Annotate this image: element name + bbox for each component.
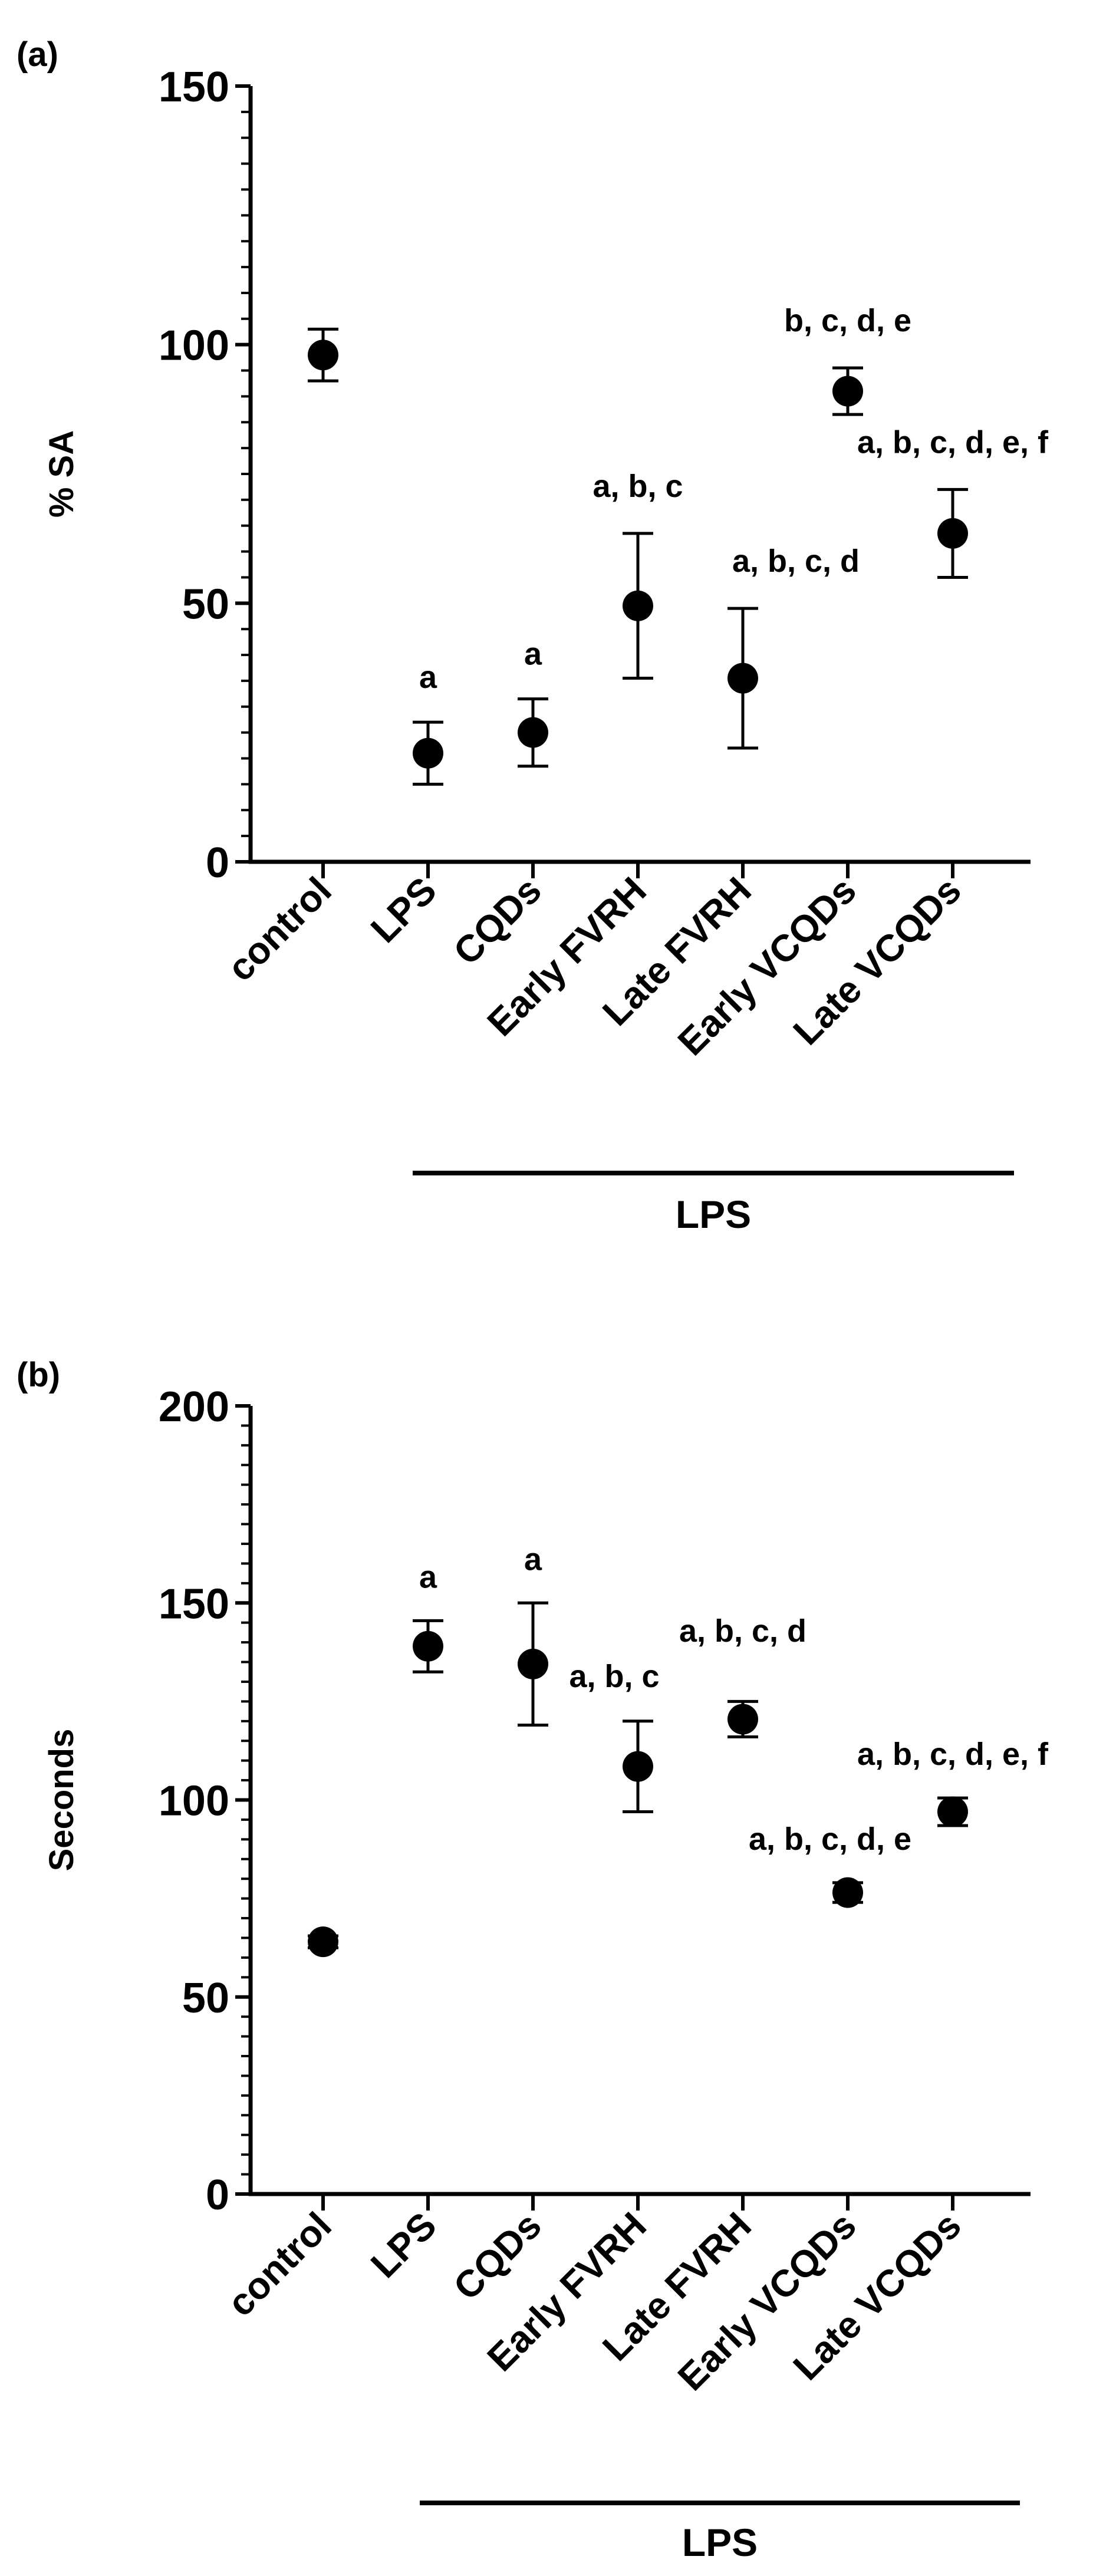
data-point bbox=[518, 717, 548, 748]
panel-label: (a) bbox=[17, 35, 58, 74]
data-point bbox=[623, 1751, 653, 1782]
data-point-group bbox=[413, 1619, 443, 1674]
data-point-group bbox=[832, 1877, 863, 1908]
data-point-group bbox=[832, 366, 863, 416]
x-category-label: control bbox=[219, 2204, 340, 2324]
x-category-label: Early VCQDs bbox=[670, 2204, 864, 2399]
y-axis-title: Seconds bbox=[42, 1729, 81, 1872]
significance-label: a, b, c, d, e bbox=[749, 1821, 911, 1857]
data-point bbox=[727, 1704, 758, 1735]
data-point bbox=[308, 340, 338, 371]
y-tick-label: 100 bbox=[159, 322, 229, 370]
data-point-group bbox=[623, 532, 653, 680]
x-category-label: LPS bbox=[363, 2204, 445, 2286]
y-tick-label: 150 bbox=[159, 1580, 229, 1628]
x-category-label: control bbox=[219, 869, 340, 989]
significance-label: a, b, c bbox=[569, 1659, 659, 1694]
y-tick-label: 100 bbox=[159, 1778, 229, 1825]
data-point bbox=[727, 663, 758, 694]
y-tick-label: 150 bbox=[159, 64, 229, 111]
data-point-group bbox=[413, 720, 443, 786]
data-point bbox=[832, 375, 863, 407]
significance-label: a, b, c, d bbox=[679, 1613, 806, 1649]
data-point-group bbox=[518, 1601, 548, 1727]
data-point bbox=[308, 1926, 338, 1958]
data-point bbox=[832, 1877, 863, 1908]
panel-label: (b) bbox=[17, 1356, 60, 1394]
data-point bbox=[623, 590, 653, 621]
group-label: LPS bbox=[676, 1193, 751, 1236]
data-point-group bbox=[727, 607, 758, 750]
data-point bbox=[413, 1630, 443, 1662]
data-point-group bbox=[623, 1719, 653, 1814]
data-point-group bbox=[308, 327, 338, 383]
data-point bbox=[413, 737, 443, 769]
y-tick-label: 0 bbox=[206, 2172, 229, 2219]
significance-label: a bbox=[524, 1541, 542, 1577]
data-point-group bbox=[518, 697, 548, 768]
significance-label: a, b, c, d bbox=[732, 543, 860, 579]
significance-label: a bbox=[419, 1559, 437, 1595]
y-tick-label: 50 bbox=[182, 1975, 229, 2022]
data-point-group bbox=[937, 487, 968, 579]
y-axis-title: % SA bbox=[42, 430, 81, 518]
data-point bbox=[937, 1796, 968, 1827]
group-label: LPS bbox=[682, 2521, 758, 2564]
data-point-group bbox=[937, 1796, 968, 1827]
data-point-group bbox=[308, 1926, 338, 1958]
x-category-label: CQDs bbox=[445, 2204, 549, 2308]
y-tick-label: 50 bbox=[182, 581, 229, 628]
significance-label: b, c, d, e bbox=[784, 303, 911, 338]
x-category-label: LPS bbox=[363, 869, 445, 951]
significance-label: a, b, c bbox=[592, 469, 683, 504]
significance-label: a bbox=[524, 637, 542, 672]
significance-label: a bbox=[419, 660, 437, 695]
significance-label: a, b, c, d, e, f bbox=[857, 424, 1049, 460]
significance-label: a, b, c, d, e, f bbox=[857, 1737, 1049, 1772]
x-category-label: CQDs bbox=[445, 869, 549, 973]
y-tick-label: 0 bbox=[206, 839, 229, 887]
x-category-label: Early VCQDs bbox=[670, 869, 864, 1063]
y-tick-label: 200 bbox=[159, 1383, 229, 1431]
data-point bbox=[937, 518, 968, 549]
data-point bbox=[518, 1648, 548, 1679]
data-point-group bbox=[727, 1699, 758, 1739]
